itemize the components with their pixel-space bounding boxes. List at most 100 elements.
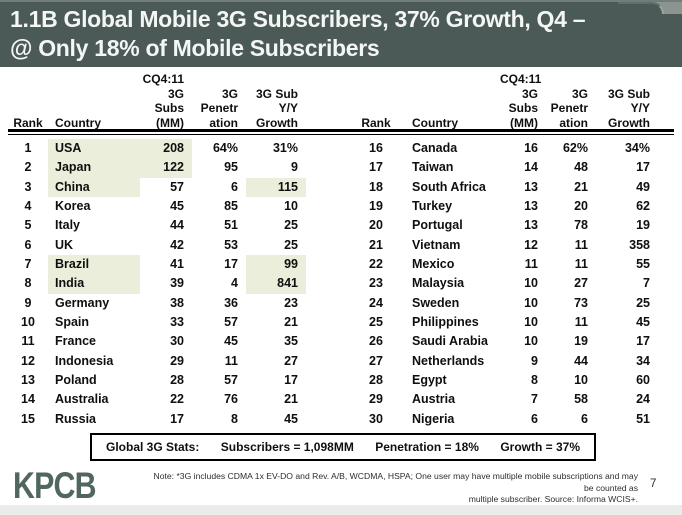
cell-country: Sweden xyxy=(412,295,460,310)
cell-rank: 4 xyxy=(24,199,32,214)
cell-pen: 6 xyxy=(231,179,238,194)
cell-country: Netherlands xyxy=(412,353,485,368)
cell-growth: 25 xyxy=(636,295,650,310)
cell-spacer xyxy=(306,139,341,158)
cell-spacer xyxy=(662,371,668,390)
cell-rank: 2 xyxy=(24,160,32,175)
header-growth: 3G Sub Y/Y Growth xyxy=(607,86,650,130)
cell-spacer xyxy=(662,236,668,255)
cell-spacer xyxy=(306,178,341,197)
left-table-body: 1 USA 208 64% 31% 2 Japan 122 95 9 3 China 57 6 115 4 Ko… xyxy=(8,139,341,429)
cell-growth: 7 xyxy=(643,276,650,291)
cell-subs: 10 xyxy=(524,315,538,330)
cell-rank: 22 xyxy=(369,257,383,272)
header-country: Country xyxy=(55,115,101,130)
cell-growth: 99 xyxy=(246,255,306,275)
stats-growth: Growth = 37% xyxy=(500,440,580,454)
cell-country: Nigeria xyxy=(412,411,455,426)
header-subs: CQ4:11 3G Subs (MM) xyxy=(500,72,542,130)
cell-subs: 39 xyxy=(170,276,184,291)
cell-growth: 358 xyxy=(629,237,650,252)
cell-rank: 21 xyxy=(369,237,383,252)
cell-spacer xyxy=(662,313,668,332)
cell-spacer xyxy=(306,352,341,371)
cell-spacer xyxy=(662,294,668,313)
cell-spacer xyxy=(306,390,341,409)
cell-country: Spain xyxy=(55,315,90,330)
cell-subs: 7 xyxy=(531,392,538,407)
cell-rank: 9 xyxy=(24,295,32,310)
header-rank: Rank xyxy=(361,115,391,130)
cell-spacer xyxy=(662,139,668,158)
cell-spacer xyxy=(662,255,668,274)
cell-rank: 23 xyxy=(369,276,383,291)
cell-rank: 14 xyxy=(21,392,35,407)
cell-rank: 5 xyxy=(24,218,32,233)
cell-pen: 11 xyxy=(574,257,588,272)
cell-growth: 25 xyxy=(284,218,298,233)
cell-subs: 33 xyxy=(170,315,184,330)
cell-rank: 27 xyxy=(369,353,383,368)
cell-growth: 31% xyxy=(272,141,298,155)
cell-pen: 10 xyxy=(574,373,588,388)
cell-pen: 8 xyxy=(231,411,238,426)
cell-rank: 10 xyxy=(21,315,35,330)
cell-subs: 122 xyxy=(140,158,192,178)
cell-country: Japan xyxy=(48,158,140,178)
cell-spacer xyxy=(306,255,341,274)
bottom-margin-strip xyxy=(0,505,682,515)
cell-spacer xyxy=(662,274,668,293)
cell-pen: 4 xyxy=(231,276,238,291)
stats-penetration: Penetration = 18% xyxy=(375,440,479,454)
cell-subs: 10 xyxy=(524,276,538,291)
cell-pen: 11 xyxy=(224,353,238,368)
cell-spacer xyxy=(306,294,341,313)
kpcb-logo: KPCB xyxy=(13,465,97,506)
cell-rank: 3 xyxy=(24,179,32,194)
cell-rank: 13 xyxy=(21,373,35,388)
cell-spacer xyxy=(662,197,668,216)
cell-rank: 18 xyxy=(369,179,383,194)
cell-spacer xyxy=(662,216,668,235)
cell-subs: 57 xyxy=(170,179,184,194)
cell-spacer xyxy=(306,410,341,429)
cell-subs: 44 xyxy=(170,218,184,233)
cell-rank: 25 xyxy=(369,315,383,330)
cell-subs: 41 xyxy=(170,257,184,272)
cell-spacer xyxy=(662,390,668,409)
cell-spacer xyxy=(662,410,668,429)
cell-spacer xyxy=(306,216,341,235)
header-growth: 3G Sub Y/Y Growth xyxy=(255,86,298,130)
cell-pen: 95 xyxy=(224,160,238,175)
cell-pen: 85 xyxy=(224,199,238,214)
cell-subs: 30 xyxy=(170,334,184,349)
cell-pen: 27 xyxy=(574,276,588,291)
left-table-header: Rank Country CQ4:11 3G Subs (MM) 3G Pene… xyxy=(8,72,341,130)
cell-rank: 19 xyxy=(369,199,383,214)
cell-subs: 14 xyxy=(524,160,538,175)
cell-country: Australia xyxy=(55,392,109,407)
cell-rank: 29 xyxy=(369,392,383,407)
cell-pen: 45 xyxy=(224,334,238,349)
cell-pen: 11 xyxy=(574,237,588,252)
footnote: Note: *3G includes CDMA 1x EV-DO and Rev… xyxy=(150,471,638,506)
cell-growth: 62 xyxy=(636,199,650,214)
cell-growth: 21 xyxy=(284,392,298,407)
cell-subs: 10 xyxy=(524,295,538,310)
cell-subs: 38 xyxy=(170,295,184,310)
cell-country: Saudi Arabia xyxy=(412,334,488,349)
cell-country: Italy xyxy=(55,218,81,233)
cell-pen: 73 xyxy=(574,295,588,310)
cell-subs: 6 xyxy=(531,411,538,426)
cell-growth: 24 xyxy=(636,392,650,407)
cell-country: Germany xyxy=(55,295,110,310)
cell-spacer xyxy=(306,371,341,390)
right-table-body: 16 Canada 16 62% 34% 17 Taiwan 14 48 17 18 South Af… xyxy=(352,139,668,429)
cell-pen: 57 xyxy=(224,315,238,330)
cell-spacer xyxy=(306,158,341,177)
cell-growth: 115 xyxy=(246,177,306,198)
cell-rank: 24 xyxy=(369,295,383,310)
cell-growth: 45 xyxy=(284,411,298,426)
cell-pen: 76 xyxy=(224,392,238,407)
